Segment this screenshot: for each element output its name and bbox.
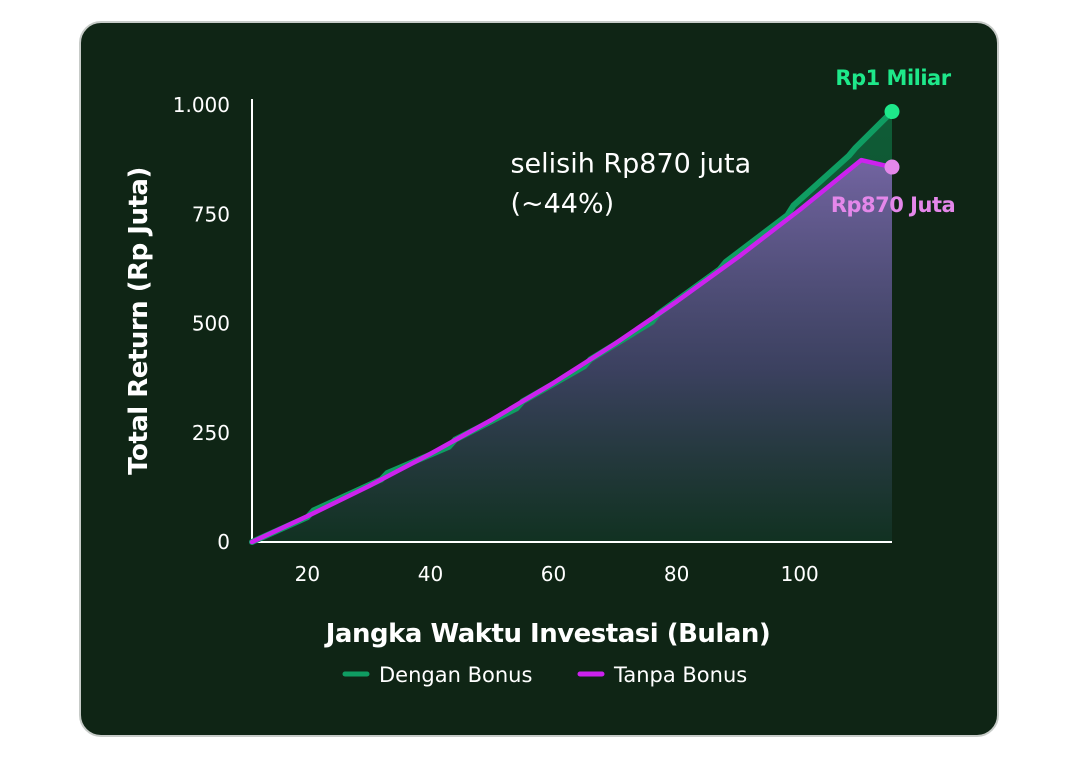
chart-card: 0 250 500 750 1.000 20 40 60 80 100 Jangka Waktu … bbox=[79, 21, 999, 737]
line-tanpa-bonus bbox=[249, 157, 895, 545]
y-tick-label: 750 bbox=[192, 202, 230, 226]
annotation-text: (~44%) bbox=[510, 188, 614, 219]
x-tick-label: 100 bbox=[781, 562, 819, 586]
area-tanpa-bonus bbox=[252, 160, 892, 542]
legend-label: Tanpa Bonus bbox=[613, 663, 747, 687]
y-axis-title: Total Return (Rp Juta) bbox=[124, 167, 154, 475]
x-axis-title: Jangka Waktu Investasi (Bulan) bbox=[324, 619, 771, 649]
x-tick-label: 60 bbox=[541, 562, 566, 586]
y-tick-label: 0 bbox=[217, 530, 230, 554]
y-tick-label: 500 bbox=[192, 312, 230, 336]
end-point-dengan-bonus bbox=[884, 104, 900, 120]
x-tick-label: 20 bbox=[295, 562, 320, 586]
end-label-tanpa-bonus: Rp870 Juta bbox=[831, 193, 955, 217]
y-tick-label: 1.000 bbox=[173, 93, 230, 117]
x-tick-label: 80 bbox=[664, 562, 689, 586]
x-tick-label: 40 bbox=[418, 562, 443, 586]
end-point-tanpa-bonus bbox=[884, 159, 900, 175]
y-tick-label: 250 bbox=[192, 421, 230, 445]
line-chart: 0 250 500 750 1.000 20 40 60 80 100 Jangka Waktu … bbox=[124, 66, 956, 687]
annotation-text: selisih Rp870 juta bbox=[510, 149, 751, 180]
end-label-dengan-bonus: Rp1 Miliar bbox=[835, 66, 951, 90]
legend-label: Dengan Bonus bbox=[379, 663, 532, 687]
